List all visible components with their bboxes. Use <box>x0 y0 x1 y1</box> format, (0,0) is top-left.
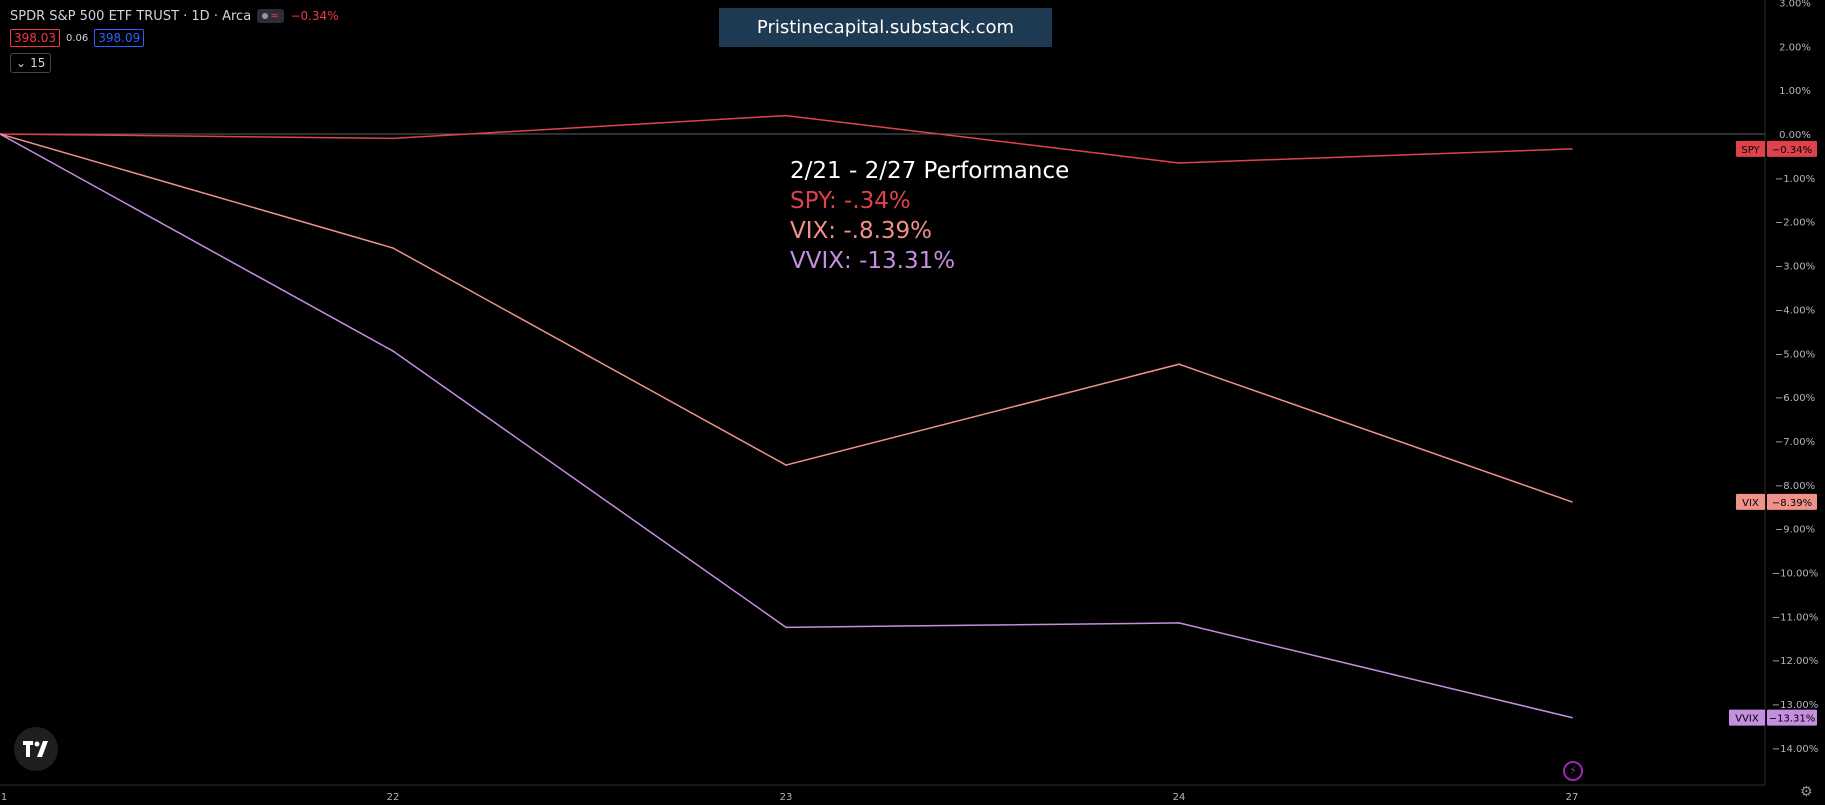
spread-value: 0.06 <box>66 32 89 44</box>
data-point-vix <box>1571 501 1573 503</box>
data-point-vvix <box>1571 716 1573 719</box>
series-value-tag <box>1767 140 1817 157</box>
price-change: −0.34% <box>290 9 339 23</box>
gear-icon[interactable]: ⚙ <box>1800 784 1813 800</box>
x-tick-label: 23 <box>780 792 793 803</box>
series-name-tag <box>1736 140 1765 157</box>
y-tick-label: −13.00% <box>1772 700 1819 711</box>
y-tick-label: −11.00% <box>1772 612 1819 623</box>
data-point-vvix <box>392 350 394 352</box>
performance-annotation: 2/21 - 2/27 Performance SPY: -.34% VIX: … <box>790 156 1069 276</box>
wave-icon: ≈ <box>270 9 280 22</box>
series-name-tag <box>1729 709 1765 726</box>
data-point-spy <box>1571 148 1573 150</box>
data-point-spy <box>1178 162 1180 164</box>
data-point-vvix <box>0 133 1 135</box>
y-tick-label: −1.00% <box>1775 174 1815 185</box>
end-label-vix: VIX −8.39% <box>1736 493 1817 510</box>
series-name-tag-label: VIX <box>1742 498 1759 509</box>
y-tick-label: −8.00% <box>1775 481 1815 492</box>
series-name-tag-label: VVIX <box>1735 714 1759 725</box>
y-tick-label: −4.00% <box>1775 305 1815 316</box>
watermark-banner: Pristinecapital.substack.com <box>719 8 1052 47</box>
y-tick-label: −10.00% <box>1772 569 1819 580</box>
series-line-vvix <box>0 133 1573 719</box>
y-tick-label: −12.00% <box>1772 656 1819 667</box>
y-axis: 3.00% 2.00% 1.00% 0.00% −1.00% −2.00% −3.00% −4… <box>1772 0 1819 755</box>
status-dot-icon <box>262 13 269 19</box>
grid-layer <box>0 0 1766 786</box>
symbol-legend: SPDR S&P 500 ETF TRUST · 1D · Arca ≈ −0.… <box>10 5 339 73</box>
y-tick-label: 3.00% <box>1779 0 1811 9</box>
data-point-vix <box>785 464 787 466</box>
series-line-spy <box>0 114 1573 164</box>
y-tick-label: 0.00% <box>1779 130 1811 141</box>
data-point-vvix <box>1178 622 1180 624</box>
y-tick-label: −3.00% <box>1775 262 1815 273</box>
data-point-vix <box>1178 363 1180 366</box>
series-value-tag-label: −13.31% <box>1769 714 1816 725</box>
performance-vvix: VVIX: -13.31% <box>790 248 956 274</box>
bid-price[interactable]: 398.03 <box>10 29 60 47</box>
series-name-tag-label: SPY <box>1741 145 1760 156</box>
data-point-vix <box>392 247 394 249</box>
ask-price[interactable]: 398.09 <box>94 29 145 47</box>
x-tick-label: 1 <box>1 792 7 803</box>
x-axis: 1 22 23 24 27 <box>1 792 1579 803</box>
y-tick-label: −7.00% <box>1775 437 1815 448</box>
series-layer <box>0 114 1573 719</box>
y-tick-label: −5.00% <box>1775 349 1815 360</box>
lightning-icon[interactable]: ⚡ <box>1563 761 1583 781</box>
series-line-vix <box>0 133 1573 503</box>
performance-vix: VIX: -.8.39% <box>790 218 933 244</box>
symbol-title[interactable]: SPDR S&P 500 ETF TRUST · 1D · Arca <box>10 8 252 24</box>
y-tick-label: 1.00% <box>1779 86 1811 97</box>
x-tick-label: 27 <box>1566 792 1579 803</box>
series-value-tag <box>1767 709 1817 726</box>
chevron-down-icon: ⌄ <box>16 56 27 70</box>
series-end-labels: SPY −0.34% VIX −8.39% VVIX −13.31% <box>1729 140 1817 726</box>
y-tick-label: −6.00% <box>1775 393 1815 404</box>
tradingview-logo-icon[interactable] <box>14 727 58 771</box>
series-value-tag <box>1767 493 1817 510</box>
y-tick-label: −14.00% <box>1772 744 1819 755</box>
end-label-spy: SPY −0.34% <box>1736 140 1817 157</box>
x-tick-label: 22 <box>387 792 400 803</box>
y-tick-label: −2.00% <box>1775 218 1815 229</box>
series-name-tag <box>1736 493 1765 510</box>
data-point-vvix <box>785 626 787 629</box>
x-tick-label: 24 <box>1173 792 1186 803</box>
series-value-tag-label: −0.34% <box>1772 145 1812 156</box>
performance-spy: SPY: -.34% <box>790 188 911 214</box>
data-point-spy <box>785 114 787 117</box>
end-label-vvix: VVIX −13.31% <box>1729 709 1817 726</box>
series-value-tag-label: −8.39% <box>1772 498 1812 509</box>
y-tick-label: 2.00% <box>1779 42 1811 53</box>
y-tick-label: −9.00% <box>1775 525 1815 536</box>
performance-title: 2/21 - 2/27 Performance <box>790 158 1070 184</box>
legend-status-pill[interactable]: ≈ <box>257 9 285 23</box>
data-point-spy <box>392 137 394 140</box>
indicator-count: 15 <box>30 56 46 70</box>
indicators-toggle[interactable]: ⌄ 15 <box>10 53 52 73</box>
